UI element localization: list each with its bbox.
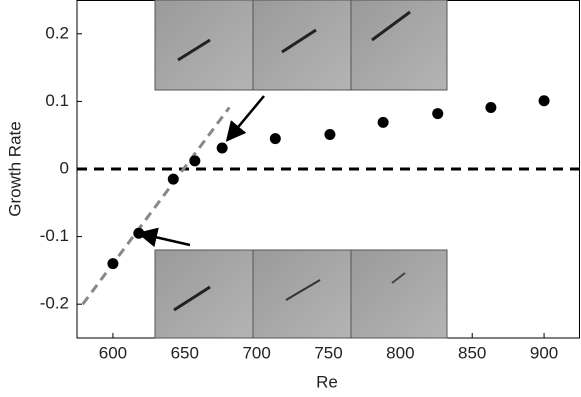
- photo: [154, 249, 254, 339]
- y-tick-label: 0.1: [45, 91, 69, 110]
- x-tick-label: 900: [530, 343, 558, 362]
- streak: [281, 28, 317, 54]
- data-point: [538, 95, 550, 107]
- data-point: [107, 258, 119, 270]
- data-point: [324, 129, 336, 141]
- data-point: [167, 173, 179, 185]
- data-point: [216, 142, 228, 154]
- photo: [252, 249, 352, 339]
- x-axis-label: Re: [316, 372, 338, 391]
- inset-bottom: [154, 249, 448, 339]
- x-tick-label: 600: [99, 343, 127, 362]
- y-tick-label: 0.2: [45, 23, 69, 42]
- data-point: [485, 101, 497, 113]
- photo: [350, 0, 448, 91]
- x-tick-label: 850: [458, 343, 486, 362]
- photo: [350, 249, 448, 339]
- fit-line: [81, 106, 231, 306]
- photo: [252, 0, 352, 91]
- data-point: [189, 155, 201, 167]
- streak: [285, 279, 321, 301]
- x-tick-label: 750: [314, 343, 342, 362]
- data-point: [377, 116, 389, 128]
- inset-top: [154, 0, 448, 91]
- x-tick-label: 650: [171, 343, 199, 362]
- x-tick-label: 700: [242, 343, 270, 362]
- streak: [371, 10, 411, 42]
- arrow: [225, 95, 265, 142]
- y-tick-label: -0.1: [40, 226, 69, 245]
- y-axis-label: Growth Rate: [5, 121, 24, 216]
- data-point: [269, 133, 281, 145]
- streak: [391, 272, 406, 284]
- data-point: [432, 108, 444, 120]
- x-tick-label: 800: [386, 343, 414, 362]
- streak: [173, 285, 211, 312]
- streak: [177, 38, 211, 62]
- y-tick-label: 0: [60, 158, 69, 177]
- arrow: [137, 227, 191, 248]
- y-tick-label: -0.2: [40, 294, 69, 313]
